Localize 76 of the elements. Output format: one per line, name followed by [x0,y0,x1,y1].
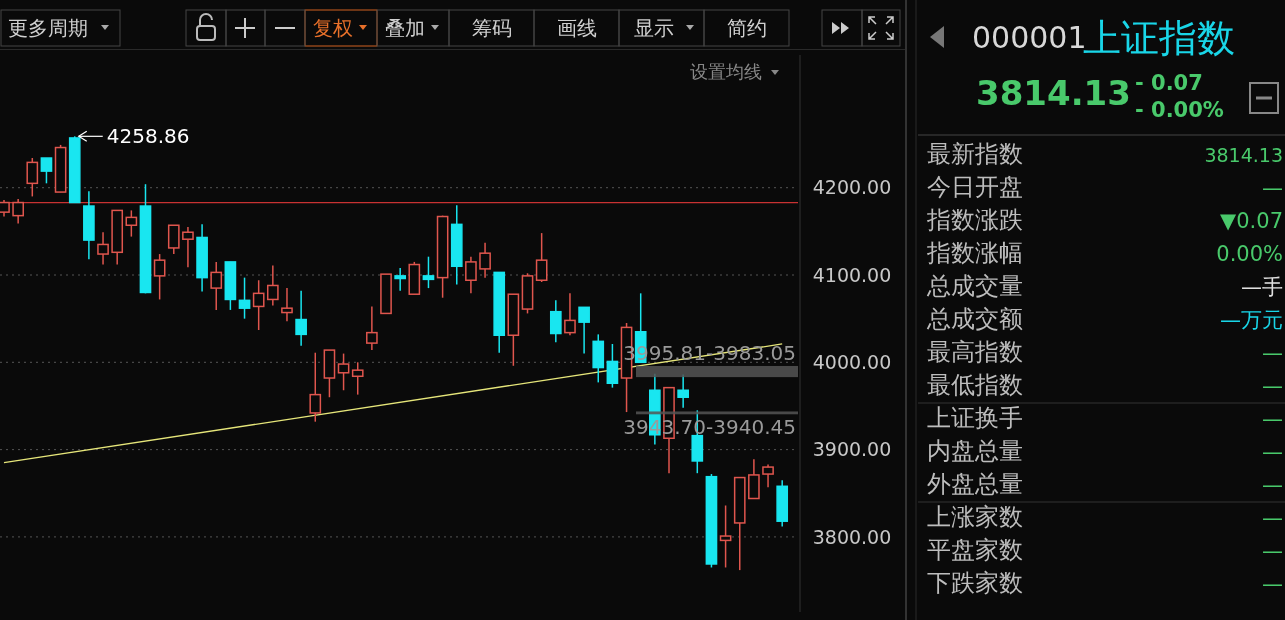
candlestick [167,224,180,255]
category-label: 总成交额 [926,305,1023,333]
annotation: 4258.86 [106,124,190,149]
category-label: 外盘总量 [927,470,1023,498]
candlestick [309,351,322,423]
text: 简约 [726,16,767,40]
text: - 0.07 [1135,71,1203,95]
text: 显示 [633,16,674,40]
candlestick [719,504,732,569]
category-label: 总成交量 [926,272,1023,300]
text: 0.00% [1216,242,1283,266]
text: - 0.00% [1135,98,1224,122]
category-label: 内盘总量 [927,437,1023,465]
candlestick [606,343,619,389]
candlestick [12,198,24,225]
y-tick-label: 4100.00 [812,263,892,286]
y-tick-label: 3900.00 [812,438,892,461]
text: 筹码 [471,16,512,40]
text: — [1262,341,1283,365]
category-label: 上证换手 [927,404,1023,432]
candlestick [535,232,548,283]
text: 3814.13 [1204,144,1283,166]
candlestick [748,458,760,500]
category-label: 下跌家数 [927,569,1023,597]
text: — [1262,539,1283,563]
candlestick [26,157,39,198]
candlestick [564,292,576,336]
candlestick [366,305,378,351]
candlestick [281,287,293,323]
text: ▼0.07 [1220,209,1283,233]
text: — [1262,473,1283,497]
text: —万元 [1220,308,1283,332]
text: 上证指数 [1083,16,1235,60]
candlestick [762,463,774,488]
candlestick [295,289,307,347]
category-label: 最低指数 [927,371,1023,399]
candlestick [40,157,53,185]
y-tick-label: 4000.00 [812,350,892,373]
category-label: 最新指数 [927,140,1023,168]
candlestick [238,276,251,320]
text: 3814.13 [976,73,1131,113]
candlestick [210,261,223,311]
annotation: 设置均线 [690,61,762,82]
text: — [1262,407,1283,431]
candlestick [351,361,364,396]
text: 叠加 [385,16,425,40]
candlestick [394,267,407,292]
text: — [1262,572,1283,596]
candlestick [252,279,265,331]
text: 更多周期 [8,16,88,40]
y-tick-label: 4200.00 [812,176,892,199]
text: — [1262,440,1283,464]
text: —手 [1241,275,1283,299]
category-label: 指数涨幅 [926,239,1023,267]
text: — [1262,506,1283,530]
candlestick [549,299,562,343]
candlestick [337,352,350,391]
candlestick [479,241,491,279]
text: 画线 [556,16,597,40]
candlestick [266,264,279,307]
candlestick [153,253,166,301]
candlestick [182,226,194,268]
candlestick [422,255,435,289]
category-label: 今日开盘 [927,173,1023,201]
category-label: 上涨家数 [927,503,1023,531]
candlestick [465,255,477,295]
y-tick-label: 3800.00 [812,525,892,548]
category-label: 最高指数 [927,338,1023,366]
category-label: 平盘家数 [927,536,1023,564]
text: 复权 [313,16,353,40]
candlestick [125,209,138,238]
text: — [1262,374,1283,398]
text: — [1262,176,1283,200]
candlestick [578,306,590,355]
category-label: 指数涨跌 [926,206,1023,234]
candlestick [97,231,109,266]
